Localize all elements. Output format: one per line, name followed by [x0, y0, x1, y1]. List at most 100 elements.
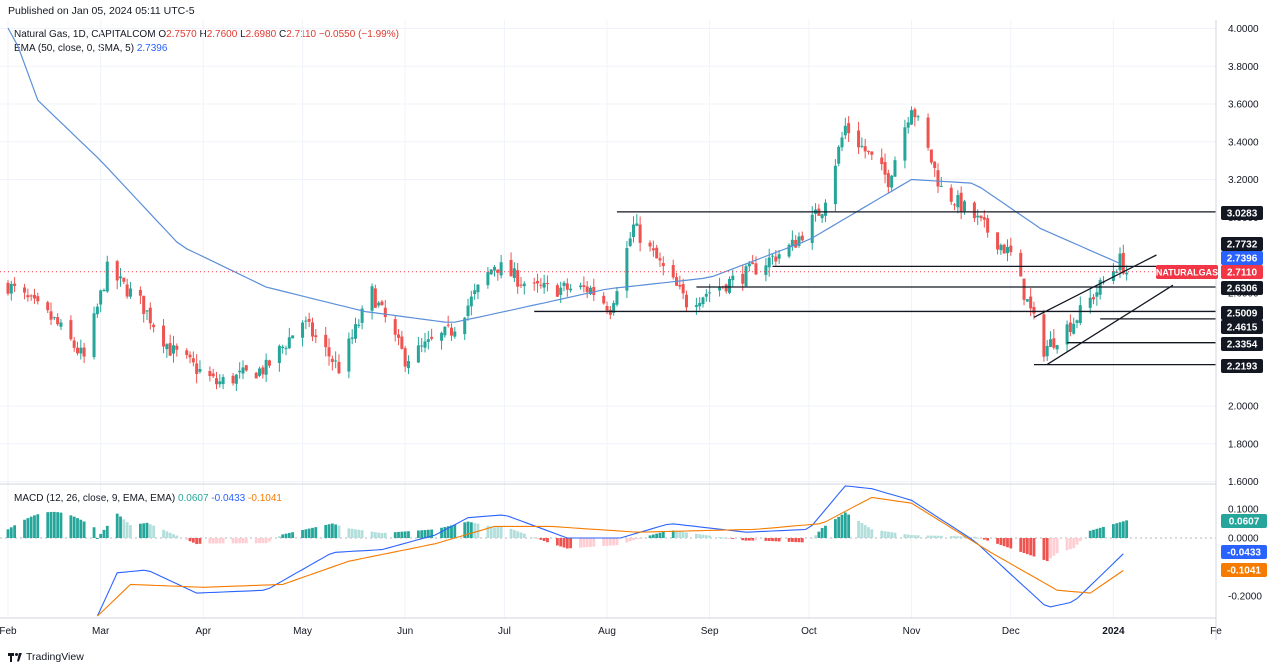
- candle-body: [185, 350, 189, 356]
- price-badge-label: 2.6306: [1227, 284, 1258, 295]
- macd-hist-bar: [516, 531, 520, 538]
- macd-hist-bar: [13, 525, 17, 538]
- macd-hist-bar: [794, 538, 798, 543]
- candle-body: [489, 269, 493, 275]
- time-tick-label: Feb: [0, 626, 17, 637]
- candle-body: [254, 372, 258, 379]
- price-tick-label: 3.6000: [1228, 100, 1259, 111]
- macd-hist-bar: [906, 534, 910, 538]
- macd-hist-bar: [287, 532, 291, 538]
- macd-hist-bar: [284, 533, 288, 538]
- macd-hist-bar: [953, 536, 956, 538]
- macd-hist-bar: [976, 537, 980, 539]
- macd-hist-bar: [175, 535, 179, 538]
- candle-body: [857, 130, 861, 148]
- macd-hist-bar: [767, 538, 771, 541]
- candle-body: [310, 322, 314, 337]
- candle-body: [671, 265, 675, 278]
- macd-hist-bar: [546, 538, 549, 543]
- macd-hist-bar: [579, 538, 582, 548]
- candle-body: [168, 343, 172, 356]
- macd-hist-bar: [999, 538, 1003, 545]
- candle-body: [125, 284, 129, 297]
- candle-body: [499, 262, 503, 276]
- candle-body: [982, 217, 986, 220]
- macd-hist-bar: [671, 530, 675, 538]
- candle-body: [986, 218, 990, 233]
- price-tick-label: 2.0000: [1228, 402, 1259, 413]
- macd-hist-bar: [939, 535, 943, 538]
- macd-hist-bar: [837, 516, 841, 538]
- candle-body: [929, 149, 933, 163]
- candle-body: [142, 295, 146, 314]
- candle-body: [509, 259, 513, 277]
- candle-body: [496, 269, 500, 273]
- macd-hist-bar: [559, 538, 563, 547]
- macd-hist-bar: [800, 538, 804, 543]
- macd-hist-bar: [393, 532, 397, 538]
- candle-body: [486, 272, 490, 286]
- macd-hist-bar: [731, 538, 735, 539]
- macd-hist-bar: [509, 528, 513, 538]
- macd-hist-bar: [1002, 538, 1006, 547]
- macd-hist-bar: [334, 524, 338, 538]
- candle-body: [493, 266, 497, 271]
- footer-brand[interactable]: TradingView: [8, 651, 84, 663]
- price-badge-bg: [1221, 237, 1263, 251]
- macd-hist-bar: [771, 538, 774, 542]
- macd-hist-bar: [440, 527, 443, 538]
- macd-hist-bar: [926, 535, 930, 538]
- macd-hist-bar: [698, 534, 702, 538]
- macd-hist-bar: [741, 538, 745, 541]
- macd-hist-bar: [244, 538, 248, 544]
- macd-hist-bar: [33, 515, 36, 538]
- candle-body: [314, 335, 318, 338]
- macd-hist-bar: [6, 529, 10, 538]
- candle-body: [635, 223, 639, 226]
- macd-hist-bar: [536, 538, 539, 539]
- candle-body: [972, 202, 976, 219]
- macd-hist-bar: [466, 521, 470, 538]
- price-badge-bg: [1221, 281, 1263, 295]
- macd-hist-bar: [238, 538, 242, 544]
- macd-hist-bar: [675, 531, 678, 538]
- macd-hist-bar: [423, 530, 427, 538]
- candle-body: [870, 151, 874, 155]
- macd-hist-bar: [661, 531, 665, 538]
- price-legend: Natural Gas, 1D, CAPITALCOM O2.7570 H2.7…: [14, 29, 399, 40]
- time-tick-label: Fe: [1210, 626, 1222, 637]
- macd-hist-bar: [883, 531, 887, 538]
- macd-hist-bar: [129, 525, 132, 538]
- candle-body: [562, 282, 566, 286]
- macd-hist-bar: [1055, 538, 1059, 554]
- macd-hist-bar: [241, 538, 245, 544]
- candles: [6, 106, 1129, 392]
- candle-body: [291, 335, 295, 339]
- candle-body: [453, 331, 457, 337]
- macd-hist-bar: [327, 524, 331, 538]
- macd-hist-bar: [430, 529, 434, 538]
- candle-body: [866, 150, 870, 152]
- grid: [0, 20, 1217, 618]
- candle-body: [198, 368, 202, 372]
- candle-body: [519, 284, 523, 286]
- candle-body: [337, 361, 341, 374]
- macd-hist-bar: [397, 531, 400, 538]
- candle-body: [162, 325, 166, 347]
- macd-hist-bar: [678, 531, 682, 538]
- candle-body: [138, 289, 142, 296]
- candle-body: [1052, 338, 1056, 348]
- candle-body: [380, 301, 384, 305]
- candle-body: [443, 326, 447, 336]
- macd-hist-bar: [867, 527, 870, 538]
- macd-hist-bar: [9, 527, 13, 538]
- macd-hist-bar: [615, 538, 619, 546]
- macd-hist-bar: [585, 538, 589, 548]
- macd-hist-bar: [522, 533, 526, 538]
- price-badge-label: 2.7396: [1227, 254, 1258, 265]
- price-badge-label: 2.3354: [1227, 340, 1258, 351]
- macd-hist-bar: [704, 535, 708, 538]
- macd-hist-bar: [744, 538, 748, 541]
- macd-hist-bar: [377, 532, 381, 538]
